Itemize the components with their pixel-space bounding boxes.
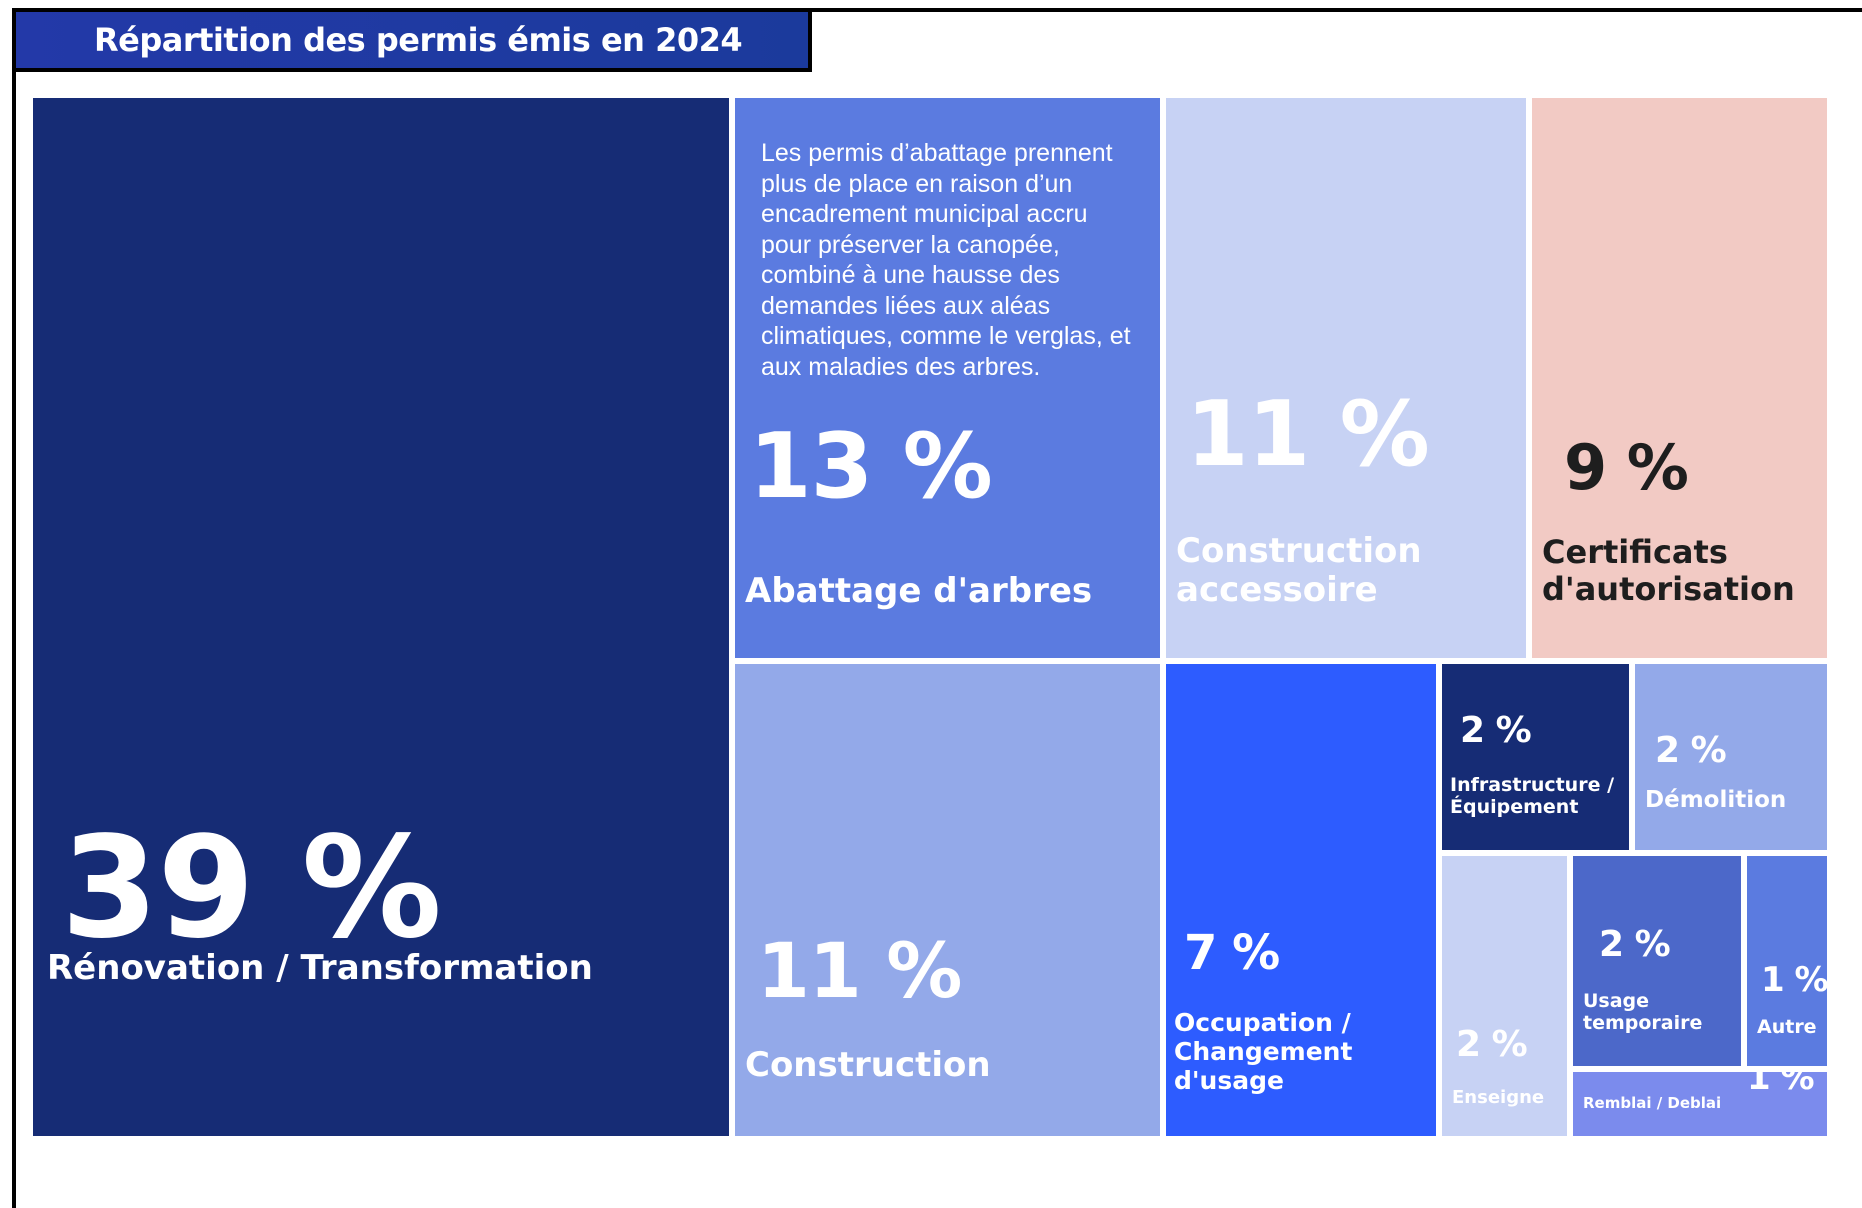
tile-category-label: Rénovation / Transformation: [47, 948, 593, 988]
tile-category-label: Construction: [745, 1045, 991, 1085]
title-banner: Répartition des permis émis en 2024: [12, 8, 812, 72]
treemap-tile-construction: 11 % Construction: [735, 664, 1160, 1136]
tile-value-label: 11 %: [757, 926, 962, 1016]
tile-category-label: Autre: [1757, 1016, 1817, 1038]
tile-value-label: 1 %: [1761, 960, 1827, 1001]
treemap-tile-infrastructure-equipement: 2 % Infrastructure / Équipement: [1442, 664, 1629, 850]
tile-value-label: 2 %: [1599, 924, 1671, 966]
tile-value-label: 39 %: [61, 807, 442, 970]
treemap-tile-occupation-changement-d-usage: 7 % Occupation / Changement d'usage: [1166, 664, 1436, 1136]
treemap-tile-autre: 1 % Autre: [1747, 856, 1827, 1066]
tile-value-label: 7 %: [1184, 925, 1280, 982]
treemap-tile-enseigne: 2 % Enseigne: [1442, 856, 1567, 1136]
tile-value-label: 2 %: [1456, 1024, 1528, 1066]
treemap-tile-remblai-deblai: 1 % Remblai / Deblai: [1573, 1072, 1827, 1136]
tile-category-label: Certificats d'autorisation: [1542, 533, 1795, 608]
tile-category-label: Construction accessoire: [1176, 531, 1422, 611]
treemap-tile-abattage-d-arbres: 13 % Abattage d'arbres Les permis d’abatta…: [735, 98, 1160, 658]
tile-annotation-text: Les permis d’abattage prennent plus de p…: [761, 139, 1131, 381]
tile-category-label: Démolition: [1645, 787, 1787, 813]
tile-category-label: Enseigne: [1452, 1087, 1545, 1108]
treemap-tile-renovation-transformation: 39 % Rénovation / Transformation: [33, 98, 729, 1136]
tile-category-label: Occupation / Changement d'usage: [1174, 1008, 1353, 1095]
treemap-tile-usage-temporaire: 2 % Usage temporaire: [1573, 856, 1741, 1066]
tile-value-label: 2 %: [1460, 710, 1532, 752]
tile-value-label: 9 %: [1564, 431, 1689, 505]
treemap-tile-certificats-d-autorisation: 9 % Certificats d'autorisation: [1532, 98, 1827, 658]
tile-value-label: 11 %: [1186, 381, 1430, 487]
tile-value-label: 1 %: [1747, 1072, 1815, 1099]
tile-value-label: 13 %: [749, 413, 993, 519]
tile-value-label: 2 %: [1655, 730, 1727, 772]
treemap-tile-construction-accessoire: 11 % Construction accessoire: [1166, 98, 1526, 658]
tile-category-label: Abattage d'arbres: [745, 571, 1093, 611]
chart-title: Répartition des permis émis en 2024: [94, 21, 743, 59]
tile-category-label: Infrastructure / Équipement: [1450, 774, 1615, 818]
chart-frame: [12, 8, 1862, 1208]
tile-category-label: Remblai / Deblai: [1583, 1094, 1722, 1112]
treemap-tile-demolition: 2 % Démolition: [1635, 664, 1827, 850]
tile-category-label: Usage temporaire: [1583, 990, 1703, 1034]
